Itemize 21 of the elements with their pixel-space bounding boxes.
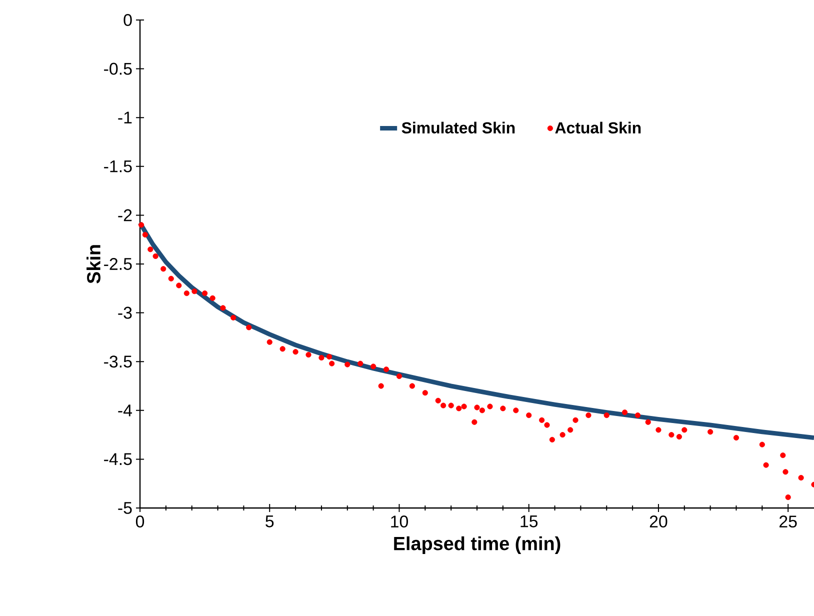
y-tick-label: -0.5	[104, 62, 132, 75]
y-tick-label: -1.5	[104, 160, 132, 172]
x-tick-label: 5	[266, 516, 274, 528]
x-tick-label: 25	[780, 516, 797, 528]
y-tick-label: 0	[124, 14, 132, 26]
y-axis-title: Skin	[86, 245, 100, 284]
x-tick-label: 10	[391, 516, 408, 528]
y-tick-label: -5	[118, 502, 132, 514]
x-tick-label: 15	[520, 516, 538, 528]
y-tick-label: -3	[118, 306, 132, 319]
legend-label: Actual Skin	[555, 122, 641, 134]
x-axis-title: Elapsed time (min)	[394, 536, 560, 554]
y-tick-label: -2.5	[104, 258, 132, 270]
x-tick-label: 0	[136, 516, 144, 528]
x-tick-label: 20	[650, 516, 668, 528]
y-tick-label: -4.5	[104, 453, 132, 466]
y-tick-label: -1	[118, 112, 132, 124]
y-tick-label: -2	[118, 209, 132, 222]
y-tick-label: -4	[118, 404, 132, 416]
y-tick-label: -3.5	[104, 356, 132, 368]
legend-label: Simulated Skin	[402, 122, 515, 134]
